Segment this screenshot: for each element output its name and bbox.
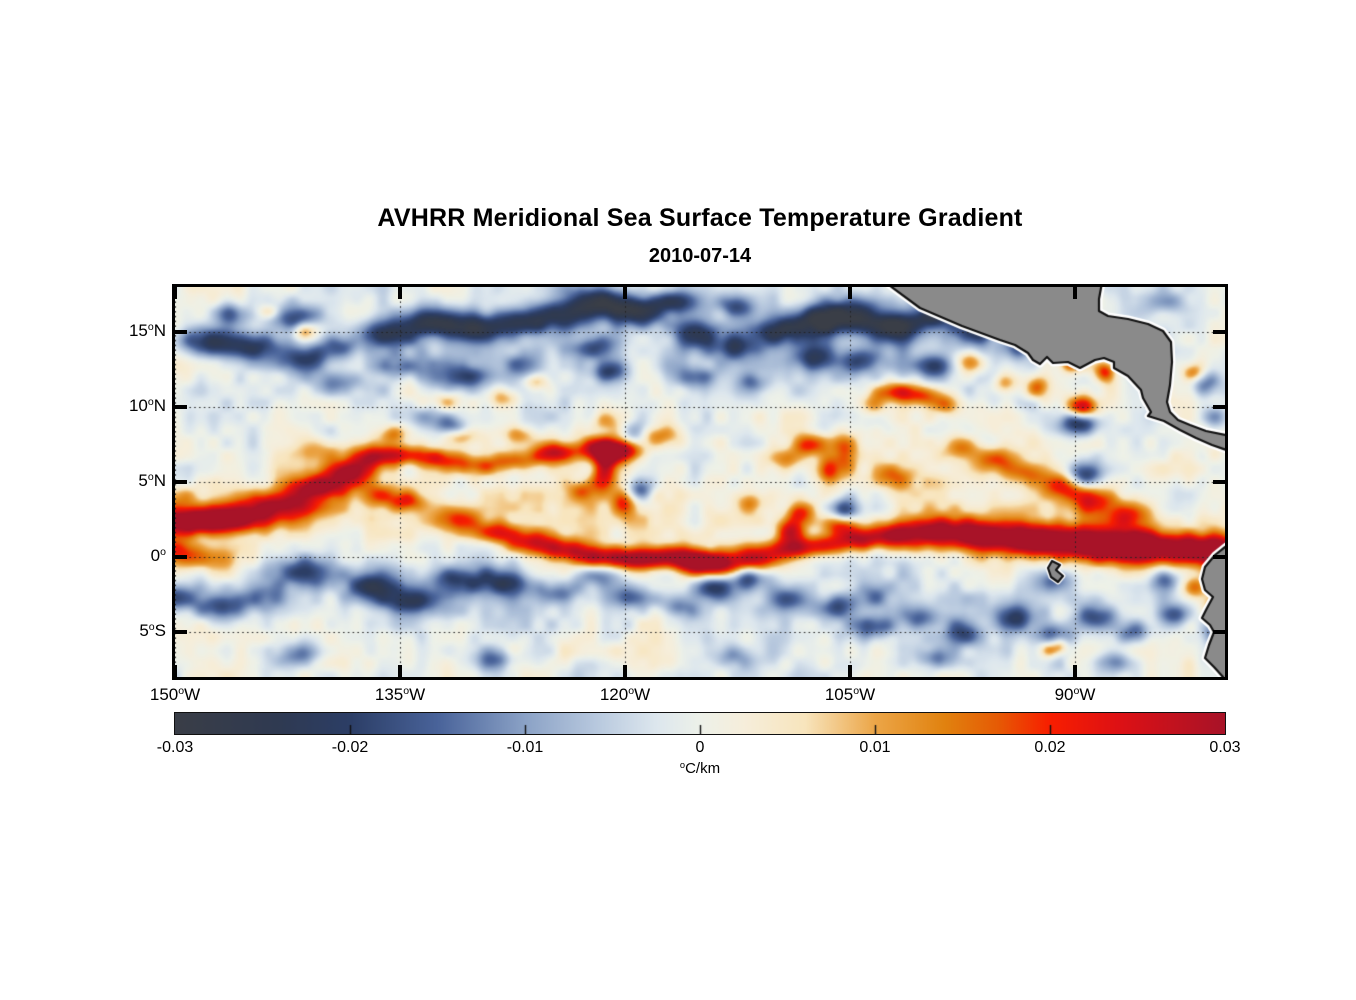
sst-gradient-heatmap [175,287,1225,677]
axis-tick [175,405,187,409]
axis-tick [848,287,852,299]
colorbar-tick-label: -0.01 [506,739,544,756]
colorbar-gradient [175,713,1225,734]
degree-symbol: o [147,396,154,409]
degree-symbol: o [148,621,155,634]
y-tick-label: 5oS [139,620,166,640]
degree-symbol: o [1073,685,1080,698]
y-tick-label: 5oN [138,471,166,490]
axis-tick [398,287,402,299]
degree-symbol: o [628,685,635,698]
degree-symbol: o [853,685,860,698]
axis-tick [173,287,177,299]
axis-tick [1213,480,1225,484]
y-axis-tick-labels: 15oN 10oN 5oN 0o 5oS [0,284,166,680]
axis-tick [175,555,187,559]
x-tick-label: 120oW [599,685,651,704]
axis-tick [173,665,177,677]
colorbar-tick-label: -0.02 [331,739,369,756]
x-tick-label: 150oW [149,685,201,704]
axis-tick [1213,330,1225,334]
map-plot-area [172,284,1228,680]
degree-symbol: o [160,546,166,559]
axis-tick [175,330,187,334]
axis-tick [1073,665,1077,677]
degree-symbol: o [178,685,185,698]
degree-symbol: o [679,759,686,770]
y-tick-label: 10oN [128,395,166,415]
axis-tick [398,665,402,677]
colorbar-tick-labels: -0.03 -0.02 -0.01 0 0.01 0.02 0.03 [157,739,1241,759]
axis-tick [175,630,187,634]
colorbar-tick-label: 0.02 [1034,739,1066,756]
colorbar-tick-label: 0 [695,739,705,756]
colorbar-tick-label: -0.03 [156,739,194,756]
chart-date-subtitle: 2010-07-14 [648,245,752,267]
axis-tick [1213,555,1225,559]
chart-title: AVHRR Meridional Sea Surface Temperature… [377,204,1023,232]
axis-tick [623,665,627,677]
axis-tick [1213,630,1225,634]
degree-symbol: o [147,471,154,484]
colorbar [174,712,1226,735]
y-tick-label: 0o [150,546,166,565]
units-text: C/km [685,760,721,777]
x-tick-label: 105oW [824,685,876,704]
axis-tick [175,480,187,484]
colorbar-units-label: oC/km [175,760,1225,777]
axis-tick [848,665,852,677]
axis-tick [1213,405,1225,409]
degree-symbol: o [147,321,154,334]
y-tick-label: 15oN [128,321,166,340]
degree-symbol: o [403,685,410,698]
x-axis-tick-labels: 150oW 135oW 120oW 105oW 90oW [150,685,1225,709]
colorbar-tick-label: 0.03 [1209,739,1241,756]
x-tick-label: 135oW [374,685,426,704]
colorbar-tick-label: 0.01 [859,739,891,756]
x-tick-label: 90oW [1054,685,1096,704]
axis-tick [1073,287,1077,299]
axis-tick [623,287,627,299]
